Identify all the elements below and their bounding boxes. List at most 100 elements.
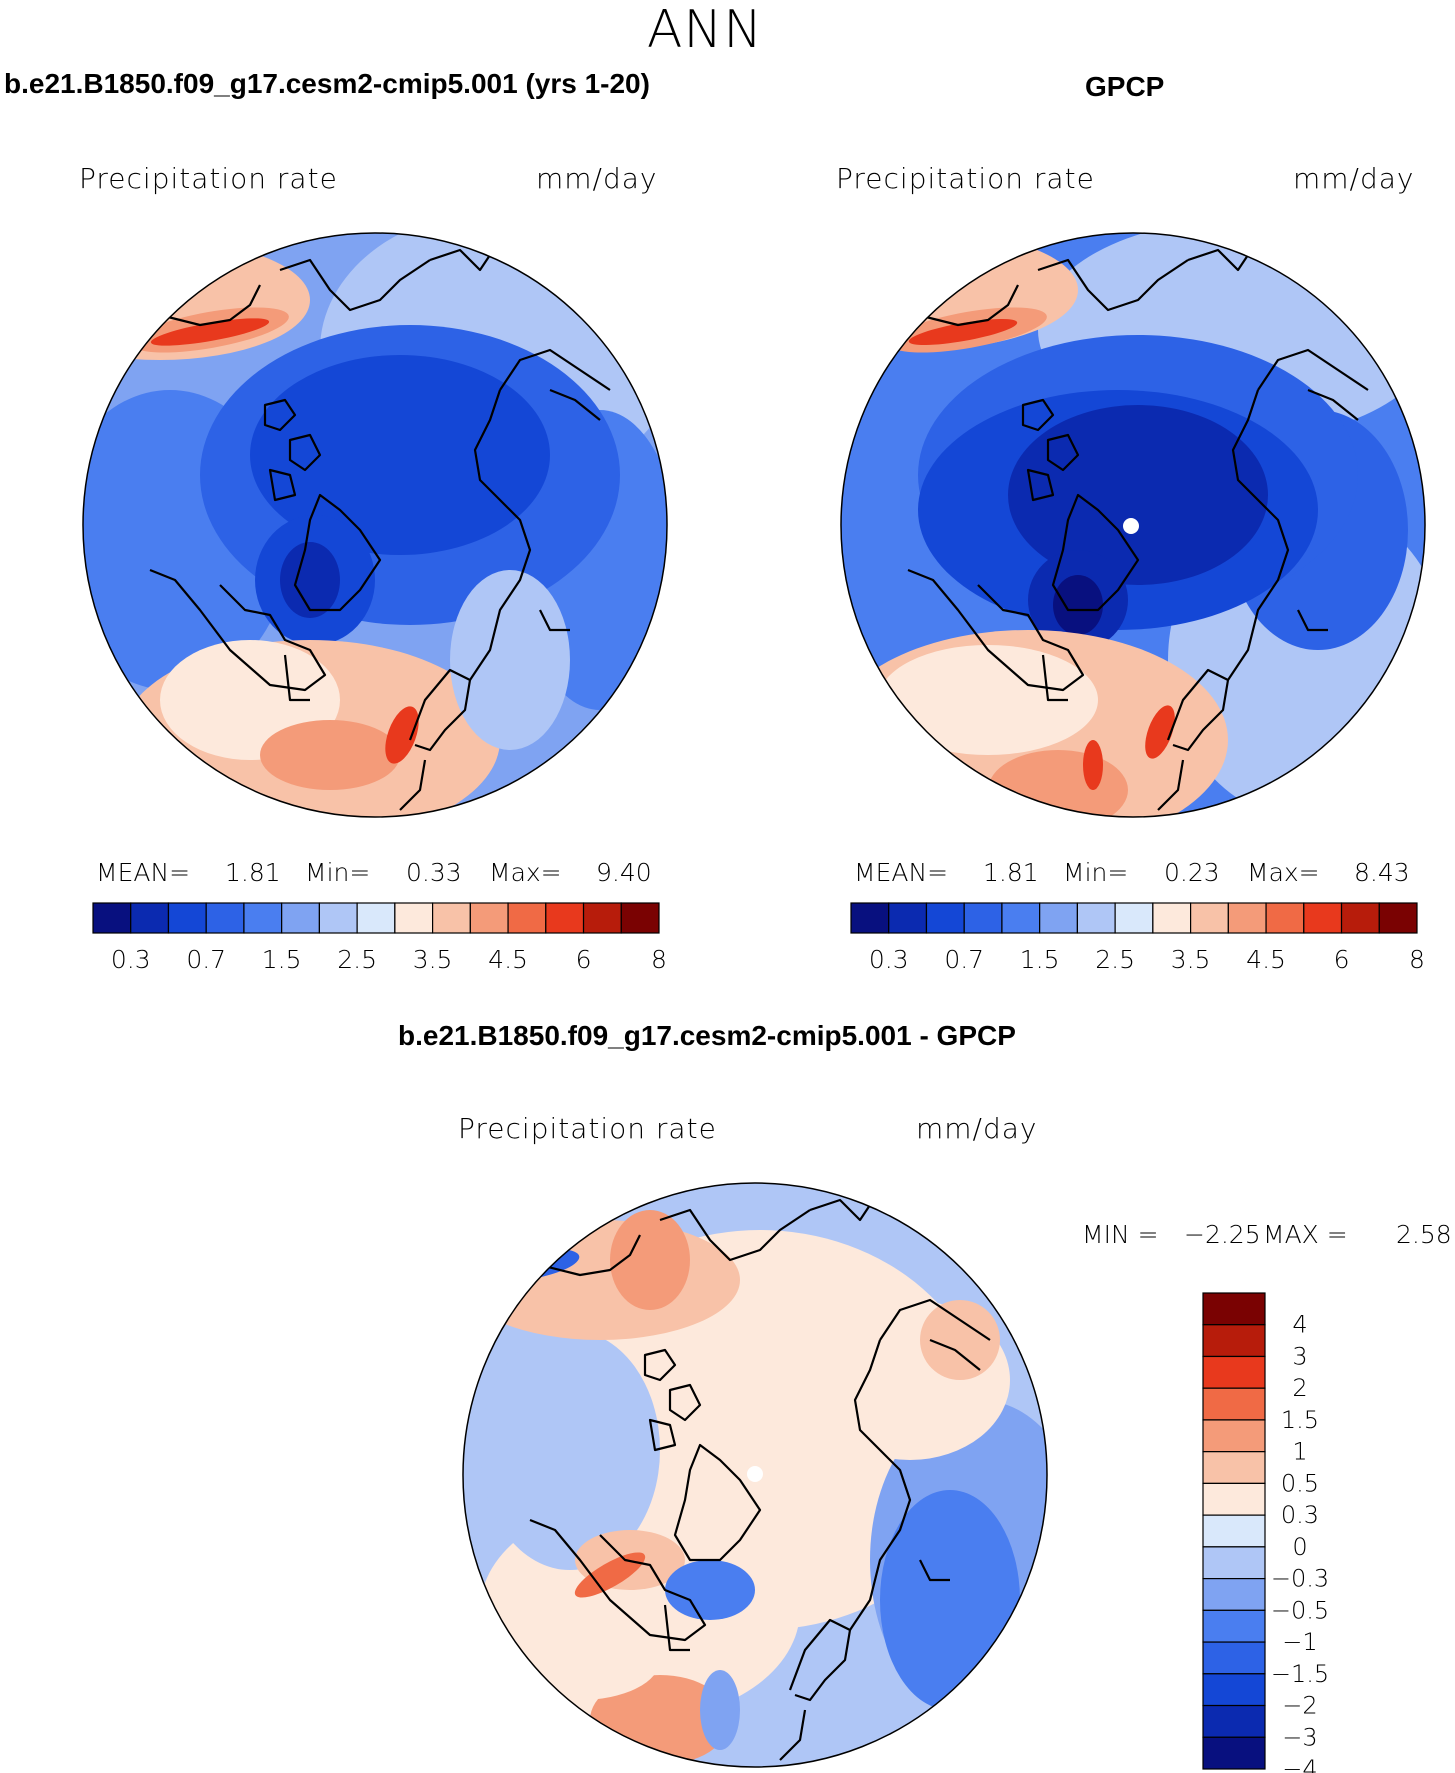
colorbar-tick-label: 0.3 [869,945,909,974]
panel2-max-label: Max= [1247,858,1320,887]
colorbar-swatch [130,902,170,934]
colorbar-tick-label: 2 [1292,1374,1307,1402]
panel2-units-label: mm/day [1293,162,1415,195]
panel2-min-value: 0.23 [1164,858,1220,887]
colorbar-swatch [318,902,358,934]
panel1-max-value: 9.40 [596,858,652,887]
colorbar-swatch [1265,902,1305,934]
colorbar-swatch [1190,902,1229,934]
panel1-variable-label: Precipitation rate [79,162,338,195]
colorbar-tick-label: 1.5 [1281,1406,1319,1434]
colorbar-swatch [1202,1292,1266,1326]
colorbar-tick-label: 0.5 [1281,1469,1319,1497]
colorbar-tick-label: 4.5 [488,945,528,974]
panel1-heading: b.e21.B1850.f09_g17.cesm2-cmip5.001 (yrs… [4,68,650,99]
panel3-min-value: −2.25 [1184,1220,1261,1249]
colorbar-swatch [582,902,622,934]
panel3-variable-label: Precipitation rate [458,1112,717,1145]
colorbar-swatch [1001,902,1041,934]
colorbar-tick-label: −1 [1282,1628,1317,1656]
panel1-min-label: Min= [305,858,371,887]
colorbar-tick-label: 3.5 [1171,945,1211,974]
colorbar-tick-label: 0.7 [186,945,226,974]
colorbar-swatch [205,902,245,934]
panel1-mean-value: 1.81 [225,858,281,887]
colorbar-swatch [1202,1514,1266,1548]
colorbar-swatch [1202,1641,1266,1675]
panel3-max-value: 2.58 [1396,1220,1452,1249]
colorbar-tick-label: 1.5 [1020,945,1060,974]
colorbar-swatch [1114,902,1154,934]
colorbar-tick-label: 8 [651,945,667,974]
colorbar-swatch [925,902,965,934]
colorbar-tick-label: −0.5 [1271,1596,1329,1624]
colorbar-tick-label: 0.3 [111,945,151,974]
colorbar-swatch [1202,1419,1266,1453]
colorbar-swatch [1227,902,1267,934]
colorbar-swatch [850,902,890,934]
panel2-max-value: 8.43 [1354,858,1410,887]
colorbar-swatch [507,902,547,934]
panel1-max-label: Max= [489,858,562,887]
colorbar-swatch [281,902,321,934]
colorbar-swatch [1202,1704,1266,1738]
colorbar-tick-label: 0 [1292,1533,1307,1561]
colorbar-swatch [1202,1578,1266,1611]
colorbar-tick-label: −4 [1282,1755,1317,1773]
panel2-variable-label: Precipitation rate [836,162,1095,195]
panel3-colorbar: 4 3 2 1.5 1 0.5 0.3 0 −0.3 −0.5 −1 −1.5 −2 −3 −4 [1202,1292,1329,1773]
panel3-polar-map [462,1182,1048,1768]
panel1-units-label: mm/day [536,162,658,195]
colorbar-swatch [92,902,132,934]
colorbar-swatch [1202,1482,1266,1516]
colorbar-tick-label: 2.5 [337,945,377,974]
colorbar-swatch [243,902,283,934]
colorbar-tick-label: 3.5 [413,945,453,974]
colorbar-tick-label: 0.7 [944,945,984,974]
colorbar-swatch [1202,1355,1266,1389]
colorbar-tick-label: 0.3 [1281,1501,1319,1529]
panel2-colorbar: 0.3 0.7 1.5 2.5 3.5 4.5 6 8 [850,902,1425,974]
colorbar-tick-label: −0.3 [1271,1565,1329,1593]
colorbar-swatch [432,902,471,934]
panel1-mean-label: MEAN= [96,858,191,887]
colorbar-tick-label: −1.5 [1271,1660,1329,1688]
panel2-min-label: Min= [1063,858,1129,887]
colorbar-swatch [1202,1324,1266,1358]
colorbar-swatch [1152,902,1192,934]
colorbar-swatch [620,902,660,934]
colorbar-swatch [1202,1609,1266,1643]
colorbar-swatch [888,902,928,934]
colorbar-swatch [1202,1673,1266,1707]
colorbar-tick-label: 4 [1292,1311,1307,1339]
colorbar-swatch [356,902,396,934]
colorbar-swatch [1039,902,1079,934]
colorbar-swatch [1202,1546,1266,1580]
panel1-min-value: 0.33 [406,858,462,887]
panel2-heading: GPCP [1085,71,1165,102]
panel2-polar-map [840,232,1426,818]
colorbar-swatch [1303,902,1343,934]
panel3-max-label: MAX = [1263,1220,1348,1249]
colorbar-tick-label: 1 [1292,1438,1307,1466]
colorbar-tick-label: 6 [1334,945,1350,974]
panel3-units-label: mm/day [916,1112,1038,1145]
colorbar-swatch [1076,902,1116,934]
colorbar-swatch [394,902,434,934]
panel1-colorbar: 0.3 0.7 1.5 2.5 3.5 4.5 6 8 [92,902,667,974]
colorbar-tick-label: 2.5 [1095,945,1135,974]
colorbar-swatch [1340,902,1380,934]
figure-title: ANN [646,0,764,60]
panel2-mean-value: 1.81 [983,858,1039,887]
colorbar-tick-label: 1.5 [262,945,302,974]
colorbar-swatch [545,902,585,934]
colorbar-swatch [469,902,509,934]
panel3-heading: b.e21.B1850.f09_g17.cesm2-cmip5.001 - GP… [398,1020,1016,1051]
colorbar-swatch [1378,902,1418,934]
colorbar-swatch [963,902,1003,934]
colorbar-swatch [1202,1387,1266,1421]
colorbar-tick-label: −3 [1282,1723,1317,1751]
colorbar-tick-label: −2 [1282,1692,1317,1720]
colorbar-tick-label: 4.5 [1246,945,1286,974]
colorbar-tick-label: 6 [576,945,592,974]
